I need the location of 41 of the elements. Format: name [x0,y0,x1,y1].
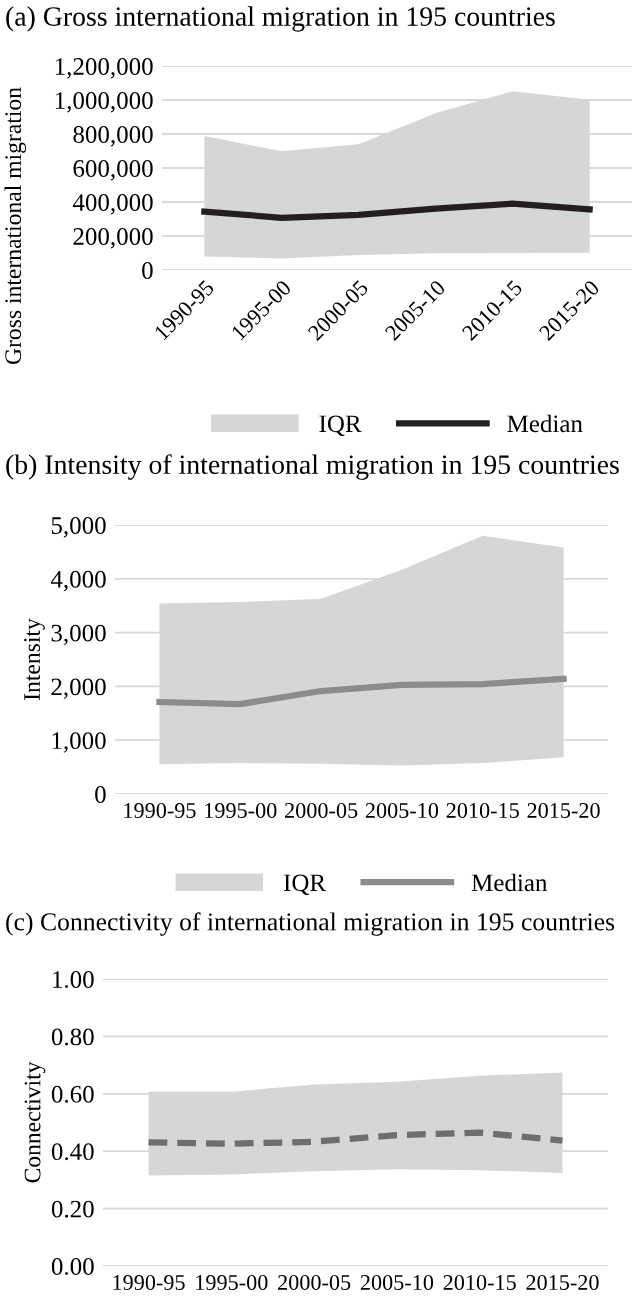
x-tick-label: 2010-15 [443,1274,516,1290]
y-tick-label: 1,200,000 [55,58,153,79]
y-tick-label: 400,000 [72,194,153,215]
y-tick-label: 800,000 [73,126,153,147]
x-tick-label: 1990-95 [113,1274,185,1290]
y-tick-label: 200,000 [73,228,153,249]
legend-label: Median [507,414,583,433]
y-tick-label: 2,000 [51,678,106,699]
chart-title: (c) Connectivity of international migration in 195 countries [6,912,615,936]
x-tick-label: 2005-10 [360,1274,434,1290]
x-tick-label: 1995-00 [196,1274,268,1290]
x-tick-label: 1990-95 [124,802,196,818]
y-tick-label: 3,000 [51,624,106,646]
x-tick-label: 2015-20 [527,802,600,818]
y-tick-label: 0.80 [51,1028,94,1046]
y-tick-label: 1,000,000 [55,92,153,113]
chart-title: (b) Intensity of international migration in 195 countries [6,454,619,480]
y-tick-label: 1.00 [53,971,94,989]
y-tick-label: 0 [95,786,106,803]
y-axis-title: Gross international migration [4,87,26,365]
y-tick-label: 1,000 [52,732,106,753]
chart-title: (a) Gross international migration in 195 countries [6,6,555,32]
x-tick-label: 2010-15 [446,802,519,818]
x-tick-label: 2000-05 [285,802,358,818]
y-tick-label: 0.60 [51,1085,94,1103]
y-tick-label: 600,000 [73,160,153,181]
y-tick-label: 5,000 [51,517,106,538]
y-tick-label: 0 [142,262,153,279]
x-tick-label: 2005-10 [365,802,439,818]
legend-label: IQR [319,415,362,437]
x-tick-label: 2015-20 [526,1274,599,1290]
y-axis-title: Connectivity [24,1061,46,1183]
y-tick-label: 4,000 [50,570,106,592]
y-tick-label: 0.00 [51,1258,94,1276]
x-tick-label: 1995-00 [205,802,277,818]
y-axis-title: Intensity [24,618,45,700]
y-tick-label: 0.40 [51,1143,94,1161]
legend-label: Median [471,873,548,892]
y-tick-label: 0.20 [51,1200,94,1218]
legend-label: IQR [283,874,327,896]
x-tick-label: 2000-05 [278,1274,351,1290]
